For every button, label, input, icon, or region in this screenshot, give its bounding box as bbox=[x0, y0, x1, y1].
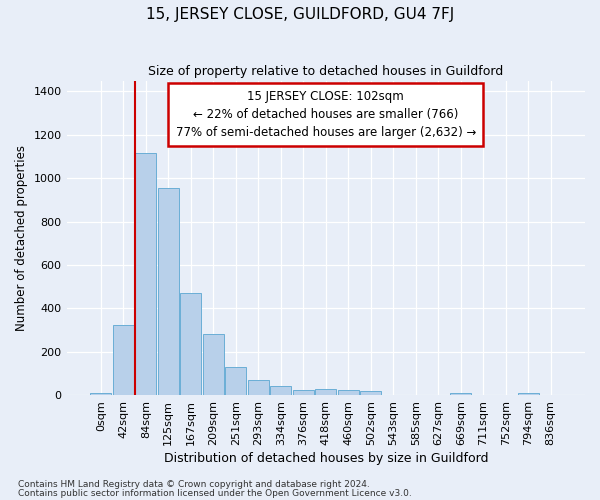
Bar bbox=[158, 188, 179, 395]
Bar bbox=[248, 380, 269, 395]
Bar bbox=[270, 386, 292, 395]
Bar bbox=[360, 391, 382, 395]
Y-axis label: Number of detached properties: Number of detached properties bbox=[15, 145, 28, 331]
Text: 15, JERSEY CLOSE, GUILDFORD, GU4 7FJ: 15, JERSEY CLOSE, GUILDFORD, GU4 7FJ bbox=[146, 8, 454, 22]
Bar bbox=[135, 153, 157, 395]
Text: Contains public sector information licensed under the Open Government Licence v3: Contains public sector information licen… bbox=[18, 488, 412, 498]
X-axis label: Distribution of detached houses by size in Guildford: Distribution of detached houses by size … bbox=[164, 452, 488, 465]
Bar bbox=[293, 390, 314, 395]
Bar bbox=[225, 367, 247, 395]
Bar bbox=[203, 334, 224, 395]
Bar bbox=[90, 393, 112, 395]
Bar bbox=[450, 393, 472, 395]
Text: 15 JERSEY CLOSE: 102sqm
← 22% of detached houses are smaller (766)
77% of semi-d: 15 JERSEY CLOSE: 102sqm ← 22% of detache… bbox=[176, 90, 476, 139]
Bar bbox=[180, 293, 202, 395]
Bar bbox=[113, 324, 134, 395]
Bar bbox=[315, 389, 337, 395]
Title: Size of property relative to detached houses in Guildford: Size of property relative to detached ho… bbox=[148, 65, 503, 78]
Bar bbox=[338, 390, 359, 395]
Bar bbox=[518, 393, 539, 395]
Text: Contains HM Land Registry data © Crown copyright and database right 2024.: Contains HM Land Registry data © Crown c… bbox=[18, 480, 370, 489]
